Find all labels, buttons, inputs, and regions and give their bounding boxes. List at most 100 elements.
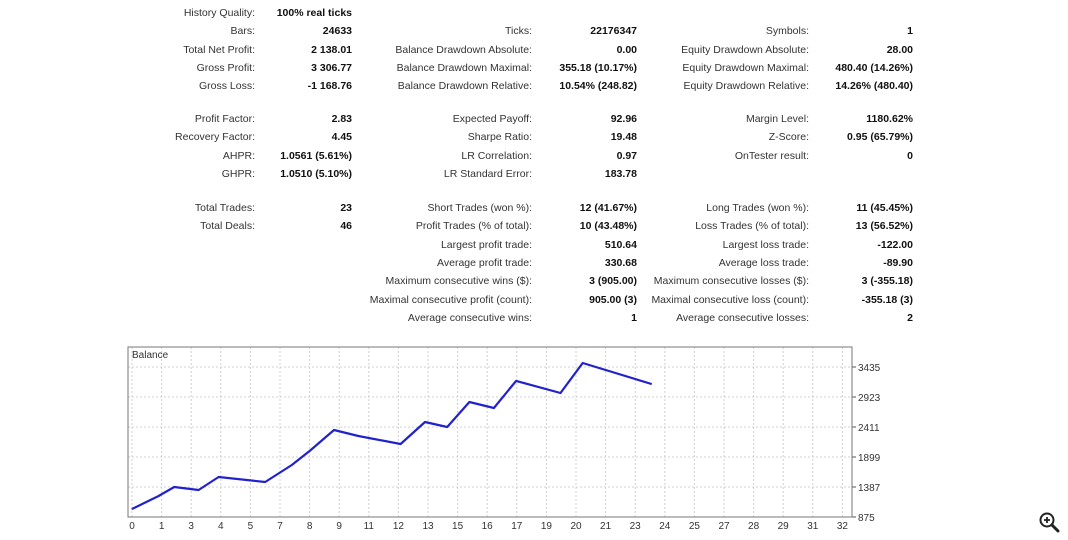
- zoom-in-icon: [1039, 512, 1060, 533]
- chart-title: Balance: [132, 350, 169, 361]
- stat-label: Maximum consecutive wins ($):: [385, 275, 532, 288]
- x-tick-label: 25: [689, 521, 701, 532]
- stat-label: Symbols:: [765, 25, 809, 38]
- stat-label: Profit Trades (% of total):: [415, 220, 532, 233]
- stat-label: LR Standard Error:: [443, 167, 532, 180]
- x-tick-label: 29: [778, 521, 790, 532]
- stats-row: Total Deals: 46 Profit Trades (% of total)…: [0, 217, 1068, 235]
- stat-value: 0: [907, 149, 913, 162]
- x-tick-label: 4: [218, 521, 224, 532]
- stat-value: 1: [631, 311, 637, 324]
- stat-label: Balance Drawdown Relative:: [397, 80, 532, 93]
- stat-value: 510.64: [604, 238, 637, 251]
- balance-point: [158, 495, 160, 497]
- balance-point: [650, 383, 653, 385]
- stat-label: Gross Profit:: [196, 61, 255, 74]
- stat-label: Maximal consecutive loss (count):: [651, 293, 809, 306]
- x-tick-label: 24: [659, 521, 671, 532]
- stats-row: Bars: 24633 Ticks: 22176347 Symbols: 1: [0, 22, 1068, 40]
- stats-row: History Quality: 100% real ticks: [0, 4, 1068, 22]
- stat-label: Largest profit trade:: [440, 238, 532, 251]
- x-tick-label: 12: [393, 521, 405, 532]
- stat-value: -1 168.76: [307, 80, 352, 93]
- x-tick-label: 32: [837, 521, 849, 532]
- balance-point: [559, 392, 562, 394]
- stat-label: Equity Drawdown Relative:: [683, 80, 809, 93]
- stat-value: 92.96: [610, 113, 637, 125]
- stat-value: 1: [907, 25, 913, 38]
- stat-label: Bars:: [230, 25, 255, 38]
- stat-value: 183.78: [604, 167, 637, 180]
- x-tick-label: 23: [630, 521, 642, 532]
- x-tick-label: 15: [452, 521, 464, 532]
- stats-row: Total Net Profit: 2 138.01 Balance Drawdow…: [0, 41, 1068, 59]
- balance-point: [217, 476, 220, 478]
- x-tick-label: 31: [807, 521, 819, 532]
- stat-label: Average profit trade:: [437, 256, 532, 269]
- stats-row: AHPR: 1.0561 (5.61%) LR Correlation: 0.97 On…: [0, 147, 1068, 165]
- balance-point: [333, 429, 335, 431]
- stat-value: 3 (905.00): [589, 275, 637, 288]
- stat-label: Expected Payoff:: [452, 113, 532, 125]
- stats-row: GHPR: 1.0510 (5.10%) LR Standard Error: 183…: [0, 165, 1068, 183]
- y-tick-label: 1387: [858, 483, 881, 494]
- stat-value: 1.0510 (5.10%): [280, 167, 352, 180]
- stat-value: 905.00 (3): [589, 293, 637, 306]
- stat-label: Loss Trades (% of total):: [695, 220, 809, 233]
- zoom-in-button[interactable]: [1038, 511, 1060, 533]
- stat-value: -122.00: [877, 238, 913, 251]
- x-tick-label: 11: [364, 521, 375, 532]
- stat-label: Balance Drawdown Absolute:: [395, 43, 532, 56]
- x-tick-label: 20: [570, 521, 582, 532]
- y-tick-label: 2923: [858, 393, 881, 404]
- stat-value: 3 306.77: [311, 61, 352, 74]
- balance-point: [468, 401, 471, 403]
- stat-label: Largest loss trade:: [722, 238, 809, 251]
- stat-label: Maximal consecutive profit (count):: [369, 293, 532, 306]
- stat-value: -89.90: [883, 256, 913, 269]
- stat-value: 11 (45.45%): [856, 202, 913, 214]
- stat-value: 0.95 (65.79%): [847, 131, 913, 144]
- stat-value: 12 (41.67%): [579, 202, 637, 214]
- stat-value: 4.45: [331, 131, 352, 144]
- balance-point: [400, 443, 402, 445]
- stat-label: Total Trades:: [194, 202, 255, 214]
- balance-point: [515, 380, 517, 382]
- stat-value: 14.26% (480.40): [835, 80, 913, 93]
- balance-point: [446, 426, 448, 428]
- stat-label: Ticks:: [504, 25, 532, 38]
- stat-label: LR Correlation:: [461, 149, 532, 162]
- stats-row: Recovery Factor: 4.45 Sharpe Ratio: 19.48 Z-…: [0, 128, 1068, 146]
- stats-row: Maximal consecutive profit (count): 905.0…: [0, 291, 1068, 309]
- stat-label: Gross Loss:: [198, 80, 255, 93]
- stat-value: 3 (-355.18): [861, 275, 913, 288]
- stat-label: Long Trades (won %):: [706, 202, 809, 214]
- stat-value: 330.68: [604, 256, 637, 269]
- stat-label: Total Net Profit:: [183, 43, 255, 56]
- stat-label: History Quality:: [183, 7, 255, 19]
- stats-row: Average consecutive wins: 1 Average consec…: [0, 309, 1068, 327]
- stat-value: 13 (56.52%): [855, 220, 913, 233]
- balance-point: [493, 407, 495, 409]
- x-tick-label: 28: [748, 521, 760, 532]
- x-tick-label: 7: [277, 521, 283, 532]
- y-tick-label: 1899: [858, 453, 881, 464]
- stat-label: Total Deals:: [200, 220, 255, 233]
- balance-point: [424, 421, 426, 423]
- stat-value: 1.0561 (5.61%): [280, 149, 352, 162]
- balance-point: [198, 489, 200, 491]
- stats-row: Gross Loss: -1 168.76 Balance Drawdown Rel…: [0, 77, 1068, 95]
- plot-area: [128, 347, 852, 517]
- stat-label: Short Trades (won %):: [427, 202, 532, 214]
- stat-label: AHPR:: [222, 149, 255, 162]
- stats-row: Profit Factor: 2.83 Expected Payoff: 92.96 M…: [0, 110, 1068, 128]
- stats-row: Largest profit trade: 510.64 Largest loss …: [0, 236, 1068, 254]
- balance-point: [264, 481, 266, 483]
- stat-value: 2.83: [331, 113, 352, 125]
- stat-value: 10 (43.48%): [579, 220, 637, 233]
- balance-point: [173, 486, 175, 488]
- x-tick-label: 17: [511, 521, 523, 532]
- x-tick-label: 27: [718, 521, 730, 532]
- stat-label: Recovery Factor:: [175, 131, 255, 144]
- stat-label: Z-Score:: [768, 131, 809, 144]
